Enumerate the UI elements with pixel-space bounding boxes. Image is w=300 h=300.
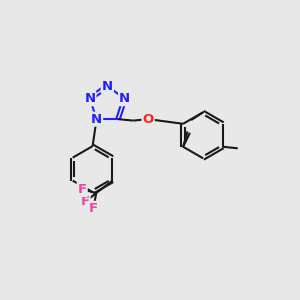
Text: F: F <box>89 202 98 215</box>
Text: F: F <box>78 183 87 196</box>
Text: O: O <box>142 112 154 126</box>
Text: N: N <box>91 112 102 126</box>
Text: N: N <box>84 92 95 105</box>
Text: N: N <box>119 92 130 105</box>
Text: F: F <box>80 195 90 208</box>
Text: N: N <box>102 80 113 93</box>
